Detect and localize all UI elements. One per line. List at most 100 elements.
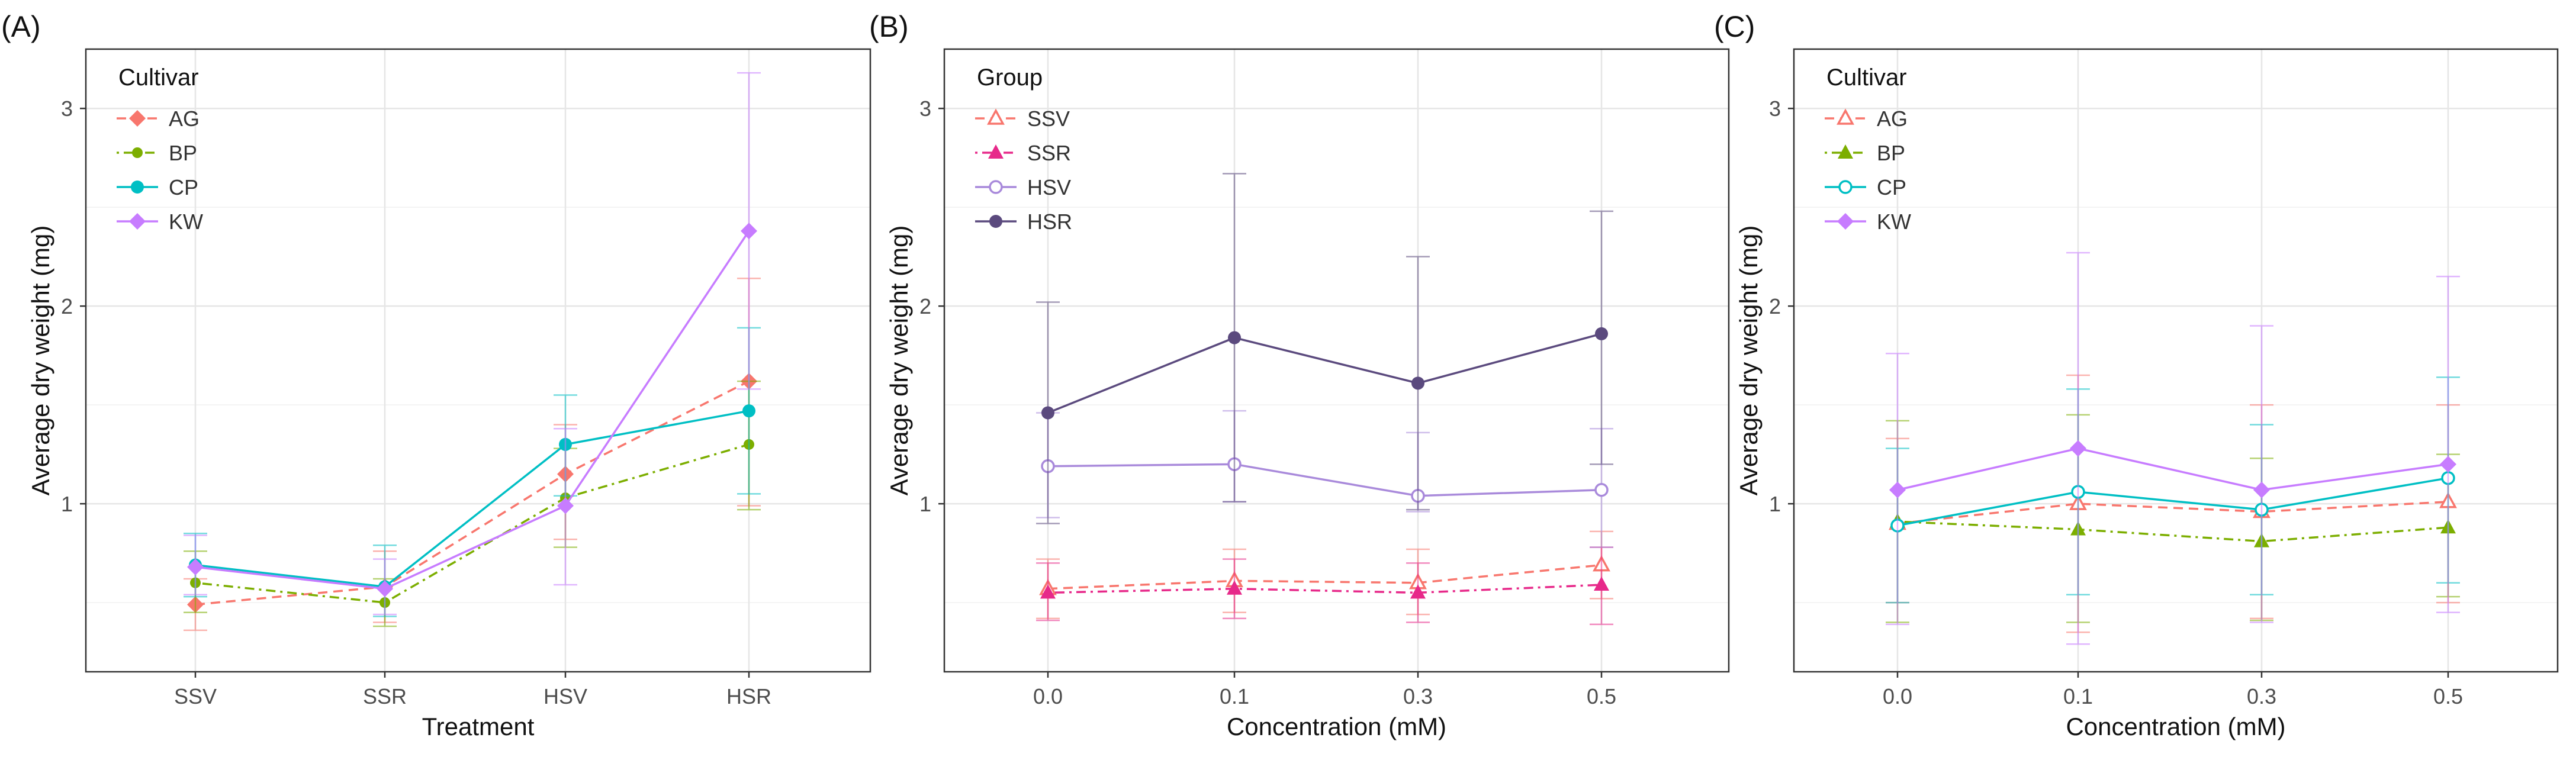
series-kw [184,72,761,616]
x-axis-title: Concentration (mM) [1227,713,1446,740]
data-point [1594,576,1609,591]
x-axis-title: Treatment [422,713,535,740]
chart-panel-c: (C) 1 2 3 0.0 0.1 0.3 0.5 Concentration (mM) Aver… [1714,10,2559,740]
y-tick-label: 2 [1769,294,1781,318]
series-line [1897,447,2449,491]
x-tick-label: SSR [363,684,407,708]
chart-panel-a: (A) 1 2 3 SSV SSR HSV HSR Treatment Average dry w… [1,10,871,740]
x-tick-label: 0.0 [1033,684,1063,708]
y-tick-label: 3 [1769,96,1781,121]
x-tick-label: 0.5 [1587,684,1616,708]
legend-key-marker [987,108,1005,125]
legend-item-label: BP [1877,141,1905,165]
y-tick-label: 2 [61,294,73,318]
legend-key-marker [129,213,146,230]
y-axis-title: Average dry weight (mg) [885,226,913,496]
x-tick-label: 0.0 [1883,684,1912,708]
panel-label: (A) [1,10,41,43]
y-axis-title: Average dry weight (mg) [27,226,54,496]
legend-title: Group [977,65,1043,91]
legend-key-marker [1837,108,1854,125]
legend-item-label: SSR [1027,141,1071,165]
x-axis-title: Concentration (mM) [2066,713,2285,740]
data-point [187,558,204,575]
chart-panel-b: (B) 1 2 3 0.0 0.1 0.3 0.5 Concentration (mM) Aver… [869,10,1730,740]
legend-item-label: SSV [1027,107,1070,131]
y-axis-title: Average dry weight (mg) [1735,226,1763,496]
data-point [1041,406,1054,420]
y-tick-label: 3 [919,96,931,121]
legend-item-label: KW [1877,210,1911,234]
series-kw [1886,252,2460,645]
series-line [1047,563,1602,590]
legend: Cultivar AG BP CP KW [117,65,203,234]
legend-item-label: KW [169,210,203,234]
legend-key-marker [989,215,1002,228]
y-tick-label: 3 [61,96,73,121]
x-tick-label: HSR [726,684,771,708]
legend: Group SSV SSR HSV HSR [975,65,1072,234]
series-line [1897,520,2449,543]
legend-key-marker [129,110,146,127]
x-tick-label: 0.1 [1220,684,1249,708]
panel-border [943,48,1730,673]
series-line [195,443,750,604]
data-point [742,404,755,418]
series-line [1897,476,2449,527]
x-tick-label: 0.3 [1403,684,1433,708]
data-point [1040,584,1056,599]
legend-key-marker [1838,180,1853,194]
x-tick-label: 0.3 [2247,684,2276,708]
error-bar [2436,275,2460,614]
data-point [2253,481,2270,498]
y-tick-label: 2 [919,294,931,318]
x-tick-label: 0.1 [2063,684,2093,708]
legend-key-marker [1838,144,1853,159]
legend-key-marker [989,180,1003,194]
series-line [195,410,750,588]
data-point [1227,580,1242,595]
data-point [377,580,393,597]
data-point [1411,376,1424,390]
legend-title: Cultivar [1826,65,1907,91]
panel-border [85,48,871,673]
legend-item-label: CP [169,175,198,199]
legend: Cultivar AG BP CP KW [1825,65,1911,234]
x-tick-label: SSV [174,684,217,708]
x-tick-label: 0.5 [2433,684,2463,708]
y-tick-label: 1 [1769,492,1781,516]
series-line [1047,463,1602,497]
data-point [2440,456,2456,473]
series-line [195,230,750,590]
legend-item-label: HSV [1027,175,1071,199]
panel-label: (B) [869,10,909,43]
series-line [1047,333,1602,414]
legend-key-marker [131,181,144,194]
legend-item-label: CP [1877,175,1906,199]
data-point [557,497,574,514]
data-point [741,223,757,240]
legend-key-marker [1837,213,1854,230]
data-point [1594,482,1609,497]
panel-border [1793,48,2559,673]
legend-title: Cultivar [118,65,199,91]
panel-label: (C) [1714,10,1755,43]
y-tick-label: 1 [919,492,931,516]
series-line [1047,584,1602,594]
y-tick-label: 1 [61,492,73,516]
data-point [1595,327,1608,340]
x-tick-label: HSV [543,684,587,708]
series-line [195,380,750,606]
error-bar [2250,325,2273,623]
legend-key-marker [988,144,1004,159]
data-point [2070,440,2086,457]
plot-area [1794,49,2558,672]
legend-item-label: HSR [1027,210,1072,234]
data-point [1410,584,1426,599]
series-hsr [1036,173,1613,524]
legend-key-marker [132,147,143,158]
legend-item-label: AG [169,107,200,131]
legend-item-label: BP [169,141,197,165]
data-point [1228,331,1241,344]
